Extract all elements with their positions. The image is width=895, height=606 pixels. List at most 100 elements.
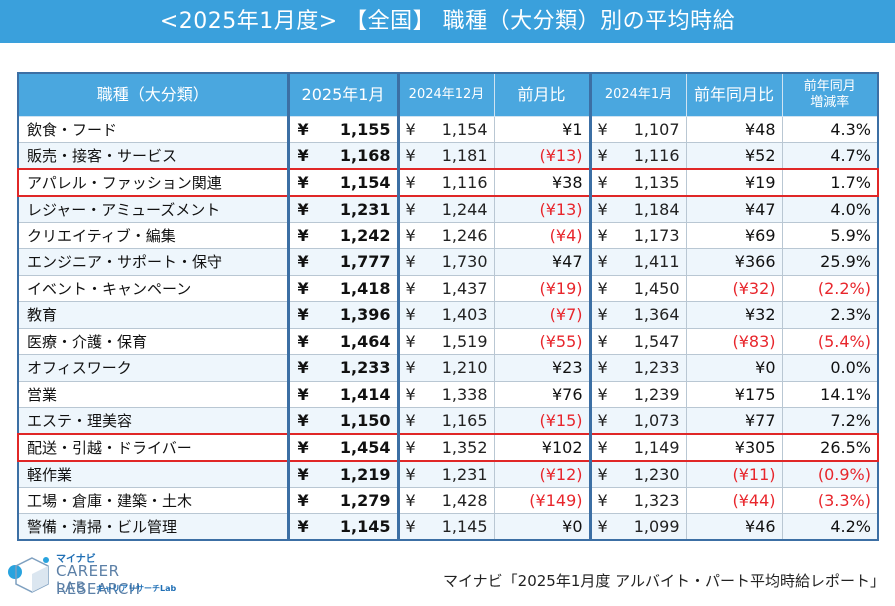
yen-symbol: ¥ — [597, 278, 608, 298]
yoy-rate-cell: 0.0% — [781, 354, 879, 382]
table-row: 医療・介護・保育 ¥1,464 ¥1,519 (¥55) ¥1,547 (¥83) (5.4… — [17, 327, 879, 355]
wage-value: 1,155 — [339, 119, 391, 139]
current-wage-cell: ¥1,168 — [286, 142, 400, 170]
prev-month-wage-cell: ¥1,403 — [397, 301, 495, 329]
yen-symbol: ¥ — [297, 464, 309, 484]
yen-symbol: ¥ — [597, 146, 608, 165]
table-row: イベント・キャンペーン ¥1,418 ¥1,437 (¥19) ¥1,450 (¥32)(… — [17, 274, 879, 302]
wage-value: 1,116 — [633, 146, 680, 165]
logo-line1-text: CAREER RESEARCH — [56, 562, 141, 598]
header-yoy: 前年同月比 — [685, 72, 783, 117]
wage-value: 1,450 — [633, 278, 680, 298]
yoy-diff-cell: ¥0 — [685, 354, 783, 382]
header-category: 職種（大分類） — [17, 72, 289, 117]
yoy-diff-cell: ¥48 — [685, 115, 783, 143]
prev-year-wage-cell: ¥1,230 — [588, 460, 687, 488]
wage-value: 1,323 — [633, 490, 680, 510]
career-research-lab-logo: マイナビ CAREER RESEARCH LAB キャリアリサーチLab — [6, 550, 206, 602]
wage-value: 1,352 — [441, 437, 488, 457]
wage-table-container: 職種（大分類） 2025年1月 2024年12月 前月比 2024年1月 前年同… — [17, 72, 879, 541]
source-note: マイナビ「2025年1月度 アルバイト・パート平均時給レポート」 — [442, 572, 885, 590]
prev-year-wage-cell: ¥1,099 — [588, 513, 687, 541]
table-row: 軽作業 ¥1,219 ¥1,231 (¥12) ¥1,230 (¥11) (0.9%) — [17, 460, 879, 488]
table-row: 工場・倉庫・建築・土木 ¥1,279 ¥1,428 (¥149) ¥1,323 (¥44)… — [17, 486, 879, 514]
yoy-rate-cell: 2.3% — [781, 301, 879, 329]
mom-diff-cell: ¥23 — [493, 354, 591, 382]
yen-symbol: ¥ — [597, 199, 608, 219]
current-wage-cell: ¥1,396 — [286, 301, 400, 329]
logo-sub-text: キャリアリサーチLab — [96, 584, 177, 593]
yoy-diff-cell: (¥44) — [685, 486, 783, 514]
yoy-rate-cell: (0.9%) — [781, 460, 879, 488]
category-name-cell: 軽作業 — [17, 460, 289, 488]
wage-value: 1,403 — [441, 305, 488, 325]
yen-symbol: ¥ — [297, 384, 309, 404]
wage-value: 1,454 — [339, 437, 391, 457]
yoy-rate-cell: 26.5% — [781, 433, 879, 462]
prev-month-wage-cell: ¥1,210 — [397, 354, 495, 382]
yen-symbol: ¥ — [297, 411, 309, 430]
yen-symbol: ¥ — [297, 225, 309, 245]
prev-month-wage-cell: ¥1,244 — [397, 195, 495, 223]
current-wage-cell: ¥1,219 — [286, 460, 400, 488]
yen-symbol: ¥ — [405, 464, 416, 484]
wage-value: 1,099 — [633, 517, 680, 536]
yoy-rate-cell: 1.7% — [781, 168, 879, 197]
yoy-rate-cell: 5.9% — [781, 221, 879, 249]
yoy-diff-cell: ¥19 — [685, 168, 783, 197]
wage-value: 1,396 — [339, 305, 391, 325]
category-name-cell: イベント・キャンペーン — [17, 274, 289, 302]
yen-symbol: ¥ — [405, 172, 416, 192]
prev-month-wage-cell: ¥1,428 — [397, 486, 495, 514]
wage-table: 職種（大分類） 2025年1月 2024年12月 前月比 2024年1月 前年同… — [17, 72, 879, 541]
yoy-diff-cell: ¥52 — [685, 142, 783, 170]
yen-symbol: ¥ — [597, 384, 608, 404]
yoy-rate-cell: 4.3% — [781, 115, 879, 143]
yen-symbol: ¥ — [597, 437, 608, 457]
wage-value: 1,730 — [441, 252, 488, 272]
current-wage-cell: ¥1,464 — [286, 327, 400, 355]
current-wage-cell: ¥1,233 — [286, 354, 400, 382]
table-row: 営業 ¥1,414 ¥1,338 ¥76 ¥1,239 ¥175 14.1% — [17, 380, 879, 408]
yoy-rate-cell: 25.9% — [781, 248, 879, 276]
wage-value: 1,230 — [633, 464, 680, 484]
category-name-cell: 工場・倉庫・建築・土木 — [17, 486, 289, 514]
wage-value: 1,181 — [441, 146, 488, 165]
yoy-rate-cell: 4.0% — [781, 195, 879, 223]
category-name-cell: レジャー・アミューズメント — [17, 195, 289, 223]
current-wage-cell: ¥1,150 — [286, 407, 400, 435]
wage-value: 1,165 — [441, 411, 488, 430]
yen-symbol: ¥ — [405, 384, 416, 404]
category-name-cell: 営業 — [17, 380, 289, 408]
yen-symbol: ¥ — [597, 119, 608, 139]
category-name-cell: 医療・介護・保育 — [17, 327, 289, 355]
wage-value: 1,519 — [441, 331, 488, 351]
prev-year-wage-cell: ¥1,073 — [588, 407, 687, 435]
wage-value: 1,547 — [633, 331, 680, 351]
category-name-cell: 飲食・フード — [17, 115, 289, 143]
prev-year-wage-cell: ¥1,450 — [588, 274, 687, 302]
current-wage-cell: ¥1,279 — [286, 486, 400, 514]
yen-symbol: ¥ — [405, 305, 416, 325]
yen-symbol: ¥ — [297, 199, 309, 219]
logo-cube-icon — [8, 557, 49, 593]
mom-diff-cell: ¥38 — [493, 168, 591, 197]
yen-symbol: ¥ — [597, 464, 608, 484]
wage-value: 1,244 — [441, 199, 488, 219]
mom-diff-cell: (¥4) — [493, 221, 591, 249]
page-title: <2025年1月度> 【全国】 職種（大分類）別の平均時給 — [0, 0, 895, 43]
table-row: エステ・理美容 ¥1,150 ¥1,165 (¥15) ¥1,073 ¥77 7.2% — [17, 407, 879, 435]
wage-value: 1,428 — [441, 490, 488, 510]
table-row: 販売・接客・サービス ¥1,168 ¥1,181 (¥13) ¥1,116 ¥52 4.7% — [17, 142, 879, 170]
yen-symbol: ¥ — [405, 199, 416, 219]
wage-value: 1,107 — [633, 119, 680, 139]
yen-symbol: ¥ — [405, 437, 416, 457]
prev-year-wage-cell: ¥1,173 — [588, 221, 687, 249]
current-wage-cell: ¥1,145 — [286, 513, 400, 541]
mom-diff-cell: (¥13) — [493, 195, 591, 223]
yoy-diff-cell: ¥77 — [685, 407, 783, 435]
wage-value: 1,279 — [339, 490, 391, 510]
prev-year-wage-cell: ¥1,323 — [588, 486, 687, 514]
mom-diff-cell: (¥12) — [493, 460, 591, 488]
yen-symbol: ¥ — [405, 225, 416, 245]
